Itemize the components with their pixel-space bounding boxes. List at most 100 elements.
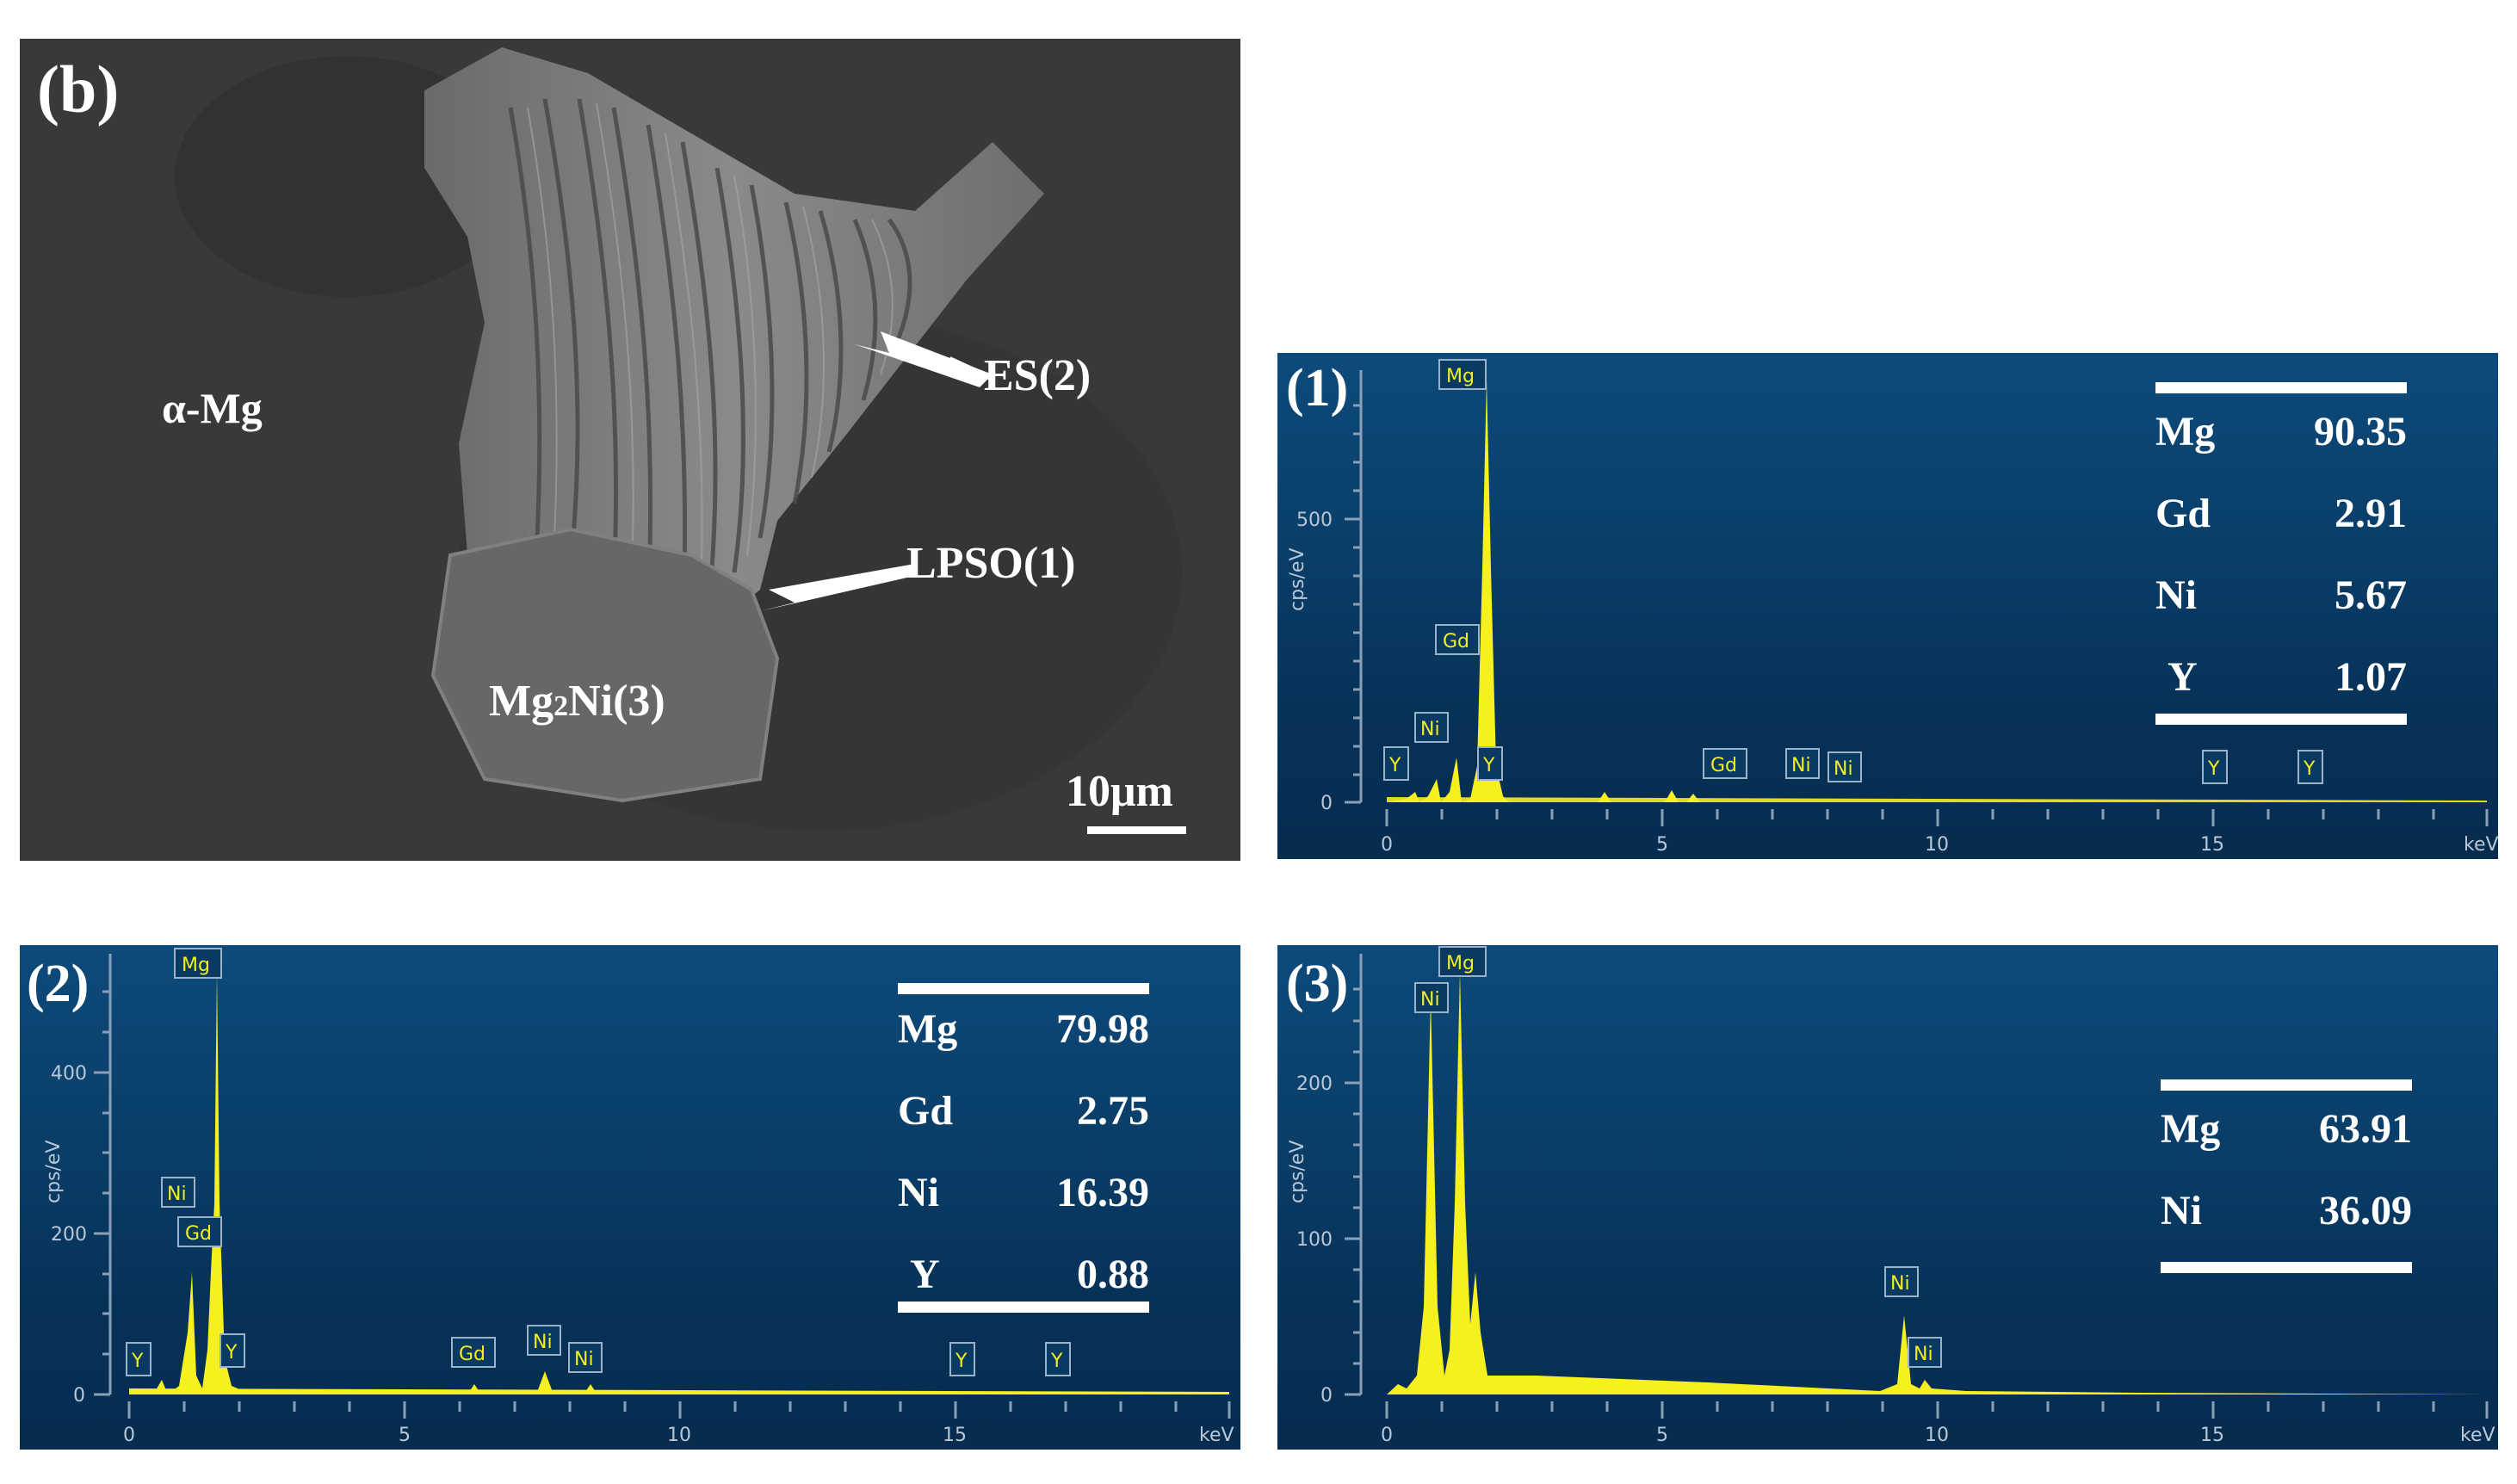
peak-label-y-2: Y xyxy=(225,1342,238,1363)
spectrum-3-x-tick-5: 5 xyxy=(1656,1425,1668,1446)
composition-row: Y 1.07 xyxy=(2155,653,2407,735)
table-top-rule xyxy=(2155,382,2407,393)
peak-label-y-4: Y xyxy=(1050,1351,1063,1372)
element-name: Mg xyxy=(2155,409,2216,454)
peak-label-y-1: Y xyxy=(1388,755,1401,776)
sem-micrograph: (b) α-Mg ES(2) LPSO(1) Mg2Ni(3) 10μm xyxy=(20,39,1240,861)
spectrum-2-x-ticks xyxy=(127,1401,1231,1419)
element-value: 1.07 xyxy=(2335,654,2407,700)
peak-label-ni-3: Ni xyxy=(1834,758,1853,780)
composition-row: Ni 36.09 xyxy=(2161,1187,2412,1269)
element-name: Y xyxy=(910,1252,940,1297)
spectrum-3-peak-labels: Mg Ni Ni Ni xyxy=(1414,946,1942,1368)
element-value: 5.67 xyxy=(2335,572,2407,618)
table-bottom-rule xyxy=(2155,714,2407,725)
spectrum-2-composition-table: Mg 79.98 Gd 2.75 Ni 16.39 Y 0.88 xyxy=(898,983,1149,1327)
composition-row: Mg 63.91 xyxy=(2161,1105,2412,1187)
element-value: 2.91 xyxy=(2335,491,2407,536)
lpso-phase-region xyxy=(424,47,1044,659)
peak-label-gd: Gd xyxy=(185,1223,212,1245)
element-value: 16.39 xyxy=(1056,1170,1149,1215)
spectrum-1-plot: 0 500 0 5 10 15 keV cps/eV Mg Gd Ni Y Y … xyxy=(1287,359,2498,856)
spectrum-2-y-tick-0: 0 xyxy=(73,1385,85,1407)
element-value: 0.88 xyxy=(1077,1252,1149,1297)
spectrum-2-x-tick-15: 15 xyxy=(943,1425,967,1446)
eds-spectrum-2: 0 200 400 0 5 10 15 keV cps/eV Mg Ni Gd … xyxy=(20,945,1240,1450)
table-top-rule xyxy=(898,983,1149,994)
peak-label-y-1: Y xyxy=(131,1351,144,1372)
spectrum-3-x-tick-10: 10 xyxy=(1925,1425,1949,1446)
spectrum-3-x-tick-15: 15 xyxy=(2200,1425,2224,1446)
spectrum-3-y-tick-200: 200 xyxy=(1296,1073,1333,1095)
spectrum-2-panel-label: (2) xyxy=(27,955,90,1013)
spectrum-3-y-label: cps/eV xyxy=(1287,1140,1308,1203)
composition-row: Gd 2.75 xyxy=(898,1087,1149,1169)
scale-bar-label: 10μm xyxy=(1066,767,1173,816)
spectrum-1-x-ticks xyxy=(1385,809,2489,826)
eds-spectrum-1: 0 500 0 5 10 15 keV cps/eV Mg Gd Ni Y Y … xyxy=(1277,353,2498,859)
element-value: 90.35 xyxy=(2314,409,2407,454)
table-bottom-rule xyxy=(2161,1262,2412,1273)
spectrum-1-composition-table: Mg 90.35 Gd 2.91 Ni 5.67 Y 1.07 xyxy=(2155,382,2407,727)
peak-label-ni-2: Ni xyxy=(1791,755,1811,776)
spectrum-1-x-tick-15: 15 xyxy=(2200,834,2224,856)
peak-label-mg: Mg xyxy=(1446,953,1475,974)
sem-image xyxy=(20,39,1240,861)
peak-label-y-3: Y xyxy=(955,1351,968,1372)
peak-label-ni-2: Ni xyxy=(533,1332,553,1353)
composition-row: Mg 79.98 xyxy=(898,1005,1149,1087)
spectrum-2-x-label: keV xyxy=(1199,1425,1234,1446)
mg2ni-label: Mg2Ni(3) xyxy=(489,676,665,727)
spectrum-2-plot: 0 200 400 0 5 10 15 keV cps/eV Mg Ni Gd … xyxy=(43,948,1234,1446)
table-top-rule xyxy=(2161,1079,2412,1091)
element-name: Mg xyxy=(898,1006,958,1052)
peak-label-ni-3: Ni xyxy=(1914,1344,1933,1365)
composition-row: Ni 16.39 xyxy=(898,1169,1149,1251)
element-name: Gd xyxy=(2155,491,2211,536)
spectrum-2-y-label: cps/eV xyxy=(43,1140,65,1203)
mg2ni-label-subscript: 2 xyxy=(553,690,569,722)
spectrum-1-panel-label: (1) xyxy=(1286,359,1349,417)
spectrum-2-y-tick-200: 200 xyxy=(51,1224,87,1246)
composition-row: Gd 2.91 xyxy=(2155,490,2407,572)
mg2ni-phase-region xyxy=(430,527,780,803)
peak-label-ni: Ni xyxy=(1420,719,1440,740)
peak-label-y-3: Y xyxy=(2207,758,2220,780)
spectrum-3-y-tick-100: 100 xyxy=(1296,1229,1333,1251)
element-name: Ni xyxy=(898,1170,939,1215)
spectrum-1-y-tick-0: 0 xyxy=(1320,793,1333,814)
spectrum-3-plot: 0 100 200 0 5 10 15 keV cps/eV Mg Ni Ni … xyxy=(1287,946,2495,1446)
spectrum-1-x-tick-10: 10 xyxy=(1925,834,1949,856)
element-name: Mg xyxy=(2161,1106,2221,1152)
peak-label-y-4: Y xyxy=(2303,758,2316,780)
spectrum-2-peak-labels: Mg Ni Gd Y Y Gd Ni Ni Y Y xyxy=(126,948,1071,1376)
spectrum-2-x-tick-5: 5 xyxy=(399,1425,411,1446)
element-value: 79.98 xyxy=(1056,1006,1149,1052)
spectrum-1-x-tick-5: 5 xyxy=(1656,834,1668,856)
lpso-label: LPSO(1) xyxy=(906,539,1076,588)
lamellar-stripes xyxy=(508,98,912,625)
peak-label-ni-3: Ni xyxy=(574,1349,594,1370)
peak-label-mg: Mg xyxy=(1446,366,1475,387)
spectrum-3-x-ticks xyxy=(1385,1401,2489,1419)
spectrum-1-x-tick-0: 0 xyxy=(1381,834,1393,856)
peak-label-gd-2: Gd xyxy=(459,1344,485,1365)
element-value: 2.75 xyxy=(1077,1088,1149,1134)
mg2ni-label-suffix: Ni(3) xyxy=(568,677,665,726)
peak-label-gd: Gd xyxy=(1443,631,1469,652)
scale-bar-line xyxy=(1087,826,1186,834)
mg2ni-label-prefix: Mg xyxy=(489,677,554,726)
spectrum-3-x-tick-0: 0 xyxy=(1381,1425,1393,1446)
spectrum-1-y-label: cps/eV xyxy=(1287,547,1308,611)
element-name: Ni xyxy=(2155,572,2197,618)
peak-label-ni: Ni xyxy=(1420,989,1440,1011)
composition-row: Y 0.88 xyxy=(898,1251,1149,1333)
spectrum-1-y-tick-500: 500 xyxy=(1296,510,1333,531)
spectrum-3-panel-label: (3) xyxy=(1286,955,1349,1013)
sem-panel-label: (b) xyxy=(37,52,120,127)
spectrum-2-x-tick-10: 10 xyxy=(667,1425,691,1446)
composition-row: Ni 5.67 xyxy=(2155,572,2407,653)
spectrum-2-y-tick-400: 400 xyxy=(51,1063,87,1085)
element-name: Y xyxy=(2168,654,2198,700)
element-value: 36.09 xyxy=(2319,1188,2412,1234)
